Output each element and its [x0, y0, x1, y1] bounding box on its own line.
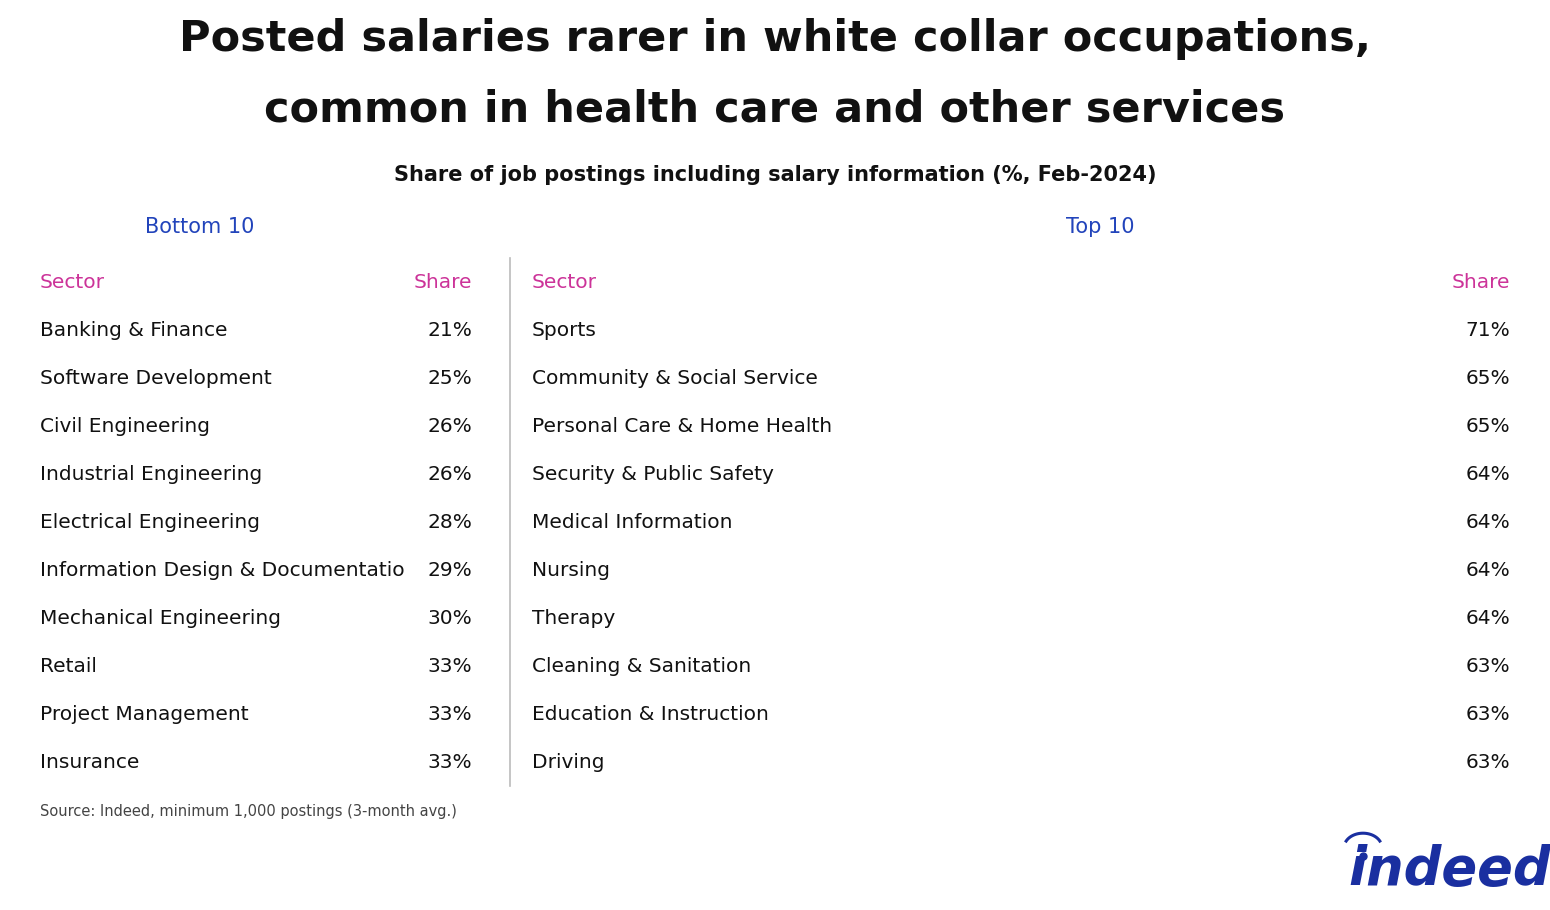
Text: Therapy: Therapy	[532, 609, 615, 628]
Text: 33%: 33%	[428, 704, 473, 723]
Text: Project Management: Project Management	[40, 704, 248, 723]
Text: Retail: Retail	[40, 656, 96, 675]
Text: Personal Care & Home Health: Personal Care & Home Health	[532, 417, 832, 436]
Text: 65%: 65%	[1465, 369, 1510, 388]
Text: Civil Engineering: Civil Engineering	[40, 417, 209, 436]
Text: Information Design & Documentatio: Information Design & Documentatio	[40, 561, 405, 580]
Text: 21%: 21%	[428, 320, 473, 339]
Text: indeed: indeed	[1348, 844, 1550, 896]
Text: Cleaning & Sanitation: Cleaning & Sanitation	[532, 656, 752, 675]
Text: 30%: 30%	[428, 609, 473, 628]
Text: 63%: 63%	[1465, 704, 1510, 723]
Text: 28%: 28%	[428, 512, 473, 531]
Text: 25%: 25%	[428, 369, 473, 388]
Text: 26%: 26%	[428, 464, 473, 483]
Text: 63%: 63%	[1465, 753, 1510, 772]
Text: Sector: Sector	[532, 272, 597, 291]
Text: Sports: Sports	[532, 320, 597, 339]
Text: 71%: 71%	[1465, 320, 1510, 339]
Text: 26%: 26%	[428, 417, 473, 436]
Text: Insurance: Insurance	[40, 753, 140, 772]
Text: 63%: 63%	[1465, 656, 1510, 675]
Text: Share: Share	[1451, 272, 1510, 291]
Text: Share of job postings including salary information (%, Feb-2024): Share of job postings including salary i…	[394, 165, 1156, 185]
Text: Security & Public Safety: Security & Public Safety	[532, 464, 773, 483]
Text: Medical Information: Medical Information	[532, 512, 733, 531]
Text: Top 10: Top 10	[1066, 217, 1135, 237]
Text: 64%: 64%	[1465, 464, 1510, 483]
Text: 64%: 64%	[1465, 609, 1510, 628]
Text: Education & Instruction: Education & Instruction	[532, 704, 769, 723]
Text: Driving: Driving	[532, 753, 605, 772]
Text: 64%: 64%	[1465, 561, 1510, 580]
Text: 64%: 64%	[1465, 512, 1510, 531]
Text: Nursing: Nursing	[532, 561, 611, 580]
Text: 29%: 29%	[428, 561, 473, 580]
Text: Sector: Sector	[40, 272, 105, 291]
Text: Source: Indeed, minimum 1,000 postings (3-month avg.): Source: Indeed, minimum 1,000 postings (…	[40, 804, 457, 819]
Text: Industrial Engineering: Industrial Engineering	[40, 464, 262, 483]
Text: 65%: 65%	[1465, 417, 1510, 436]
Text: Electrical Engineering: Electrical Engineering	[40, 512, 260, 531]
Text: Bottom 10: Bottom 10	[146, 217, 254, 237]
Text: Community & Social Service: Community & Social Service	[532, 369, 818, 388]
Text: Software Development: Software Development	[40, 369, 271, 388]
Text: Mechanical Engineering: Mechanical Engineering	[40, 609, 281, 628]
Text: 33%: 33%	[428, 753, 473, 772]
Text: common in health care and other services: common in health care and other services	[265, 88, 1285, 130]
Text: Share: Share	[414, 272, 473, 291]
Text: Banking & Finance: Banking & Finance	[40, 320, 228, 339]
Text: 33%: 33%	[428, 656, 473, 675]
Text: Posted salaries rarer in white collar occupations,: Posted salaries rarer in white collar oc…	[178, 18, 1372, 60]
